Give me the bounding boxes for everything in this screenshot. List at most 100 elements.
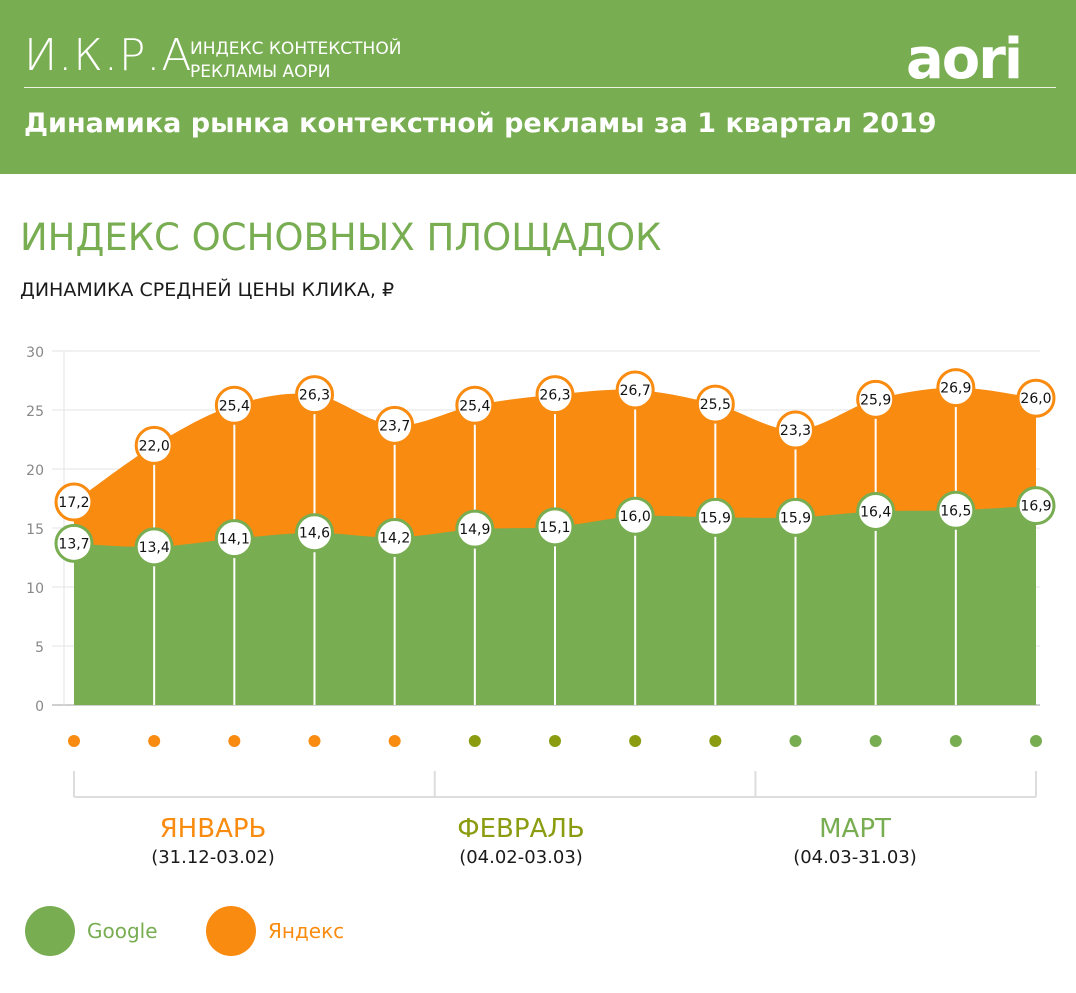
- data-label: 26,3: [299, 388, 330, 404]
- y-tick-label: 0: [35, 699, 44, 715]
- data-label: 16,4: [860, 504, 891, 520]
- data-point-circle: [54, 482, 94, 522]
- week-marker: [68, 735, 80, 747]
- legend-swatch: [25, 906, 75, 956]
- y-axis-ticks: 0 5 10 15 20 25 30: [26, 345, 44, 715]
- month-range: (04.03-31.03): [793, 847, 917, 868]
- data-point-circle: [1016, 486, 1056, 526]
- data-label: 16,0: [620, 509, 651, 525]
- data-label: 14,6: [299, 526, 330, 542]
- data-label: 17,2: [58, 495, 89, 511]
- month-february: ФЕВРАЛЬ (04.02-03.03): [401, 812, 641, 870]
- brand-subtitle: ИНДЕКС КОНТЕКСТНОЙ РЕКЛАМЫ АОРИ: [190, 38, 401, 84]
- data-label: 16,5: [940, 503, 971, 519]
- data-point-circle: [615, 496, 655, 536]
- aori-logo: aori: [906, 27, 1023, 92]
- y-tick-label: 25: [26, 404, 44, 420]
- week-marker: [549, 735, 561, 747]
- data-point-circle: [856, 491, 896, 531]
- y-tick-label: 15: [26, 522, 44, 538]
- header-banner: И.К.Р.А ИНДЕКС КОНТЕКСТНОЙ РЕКЛАМЫ АОРИ …: [0, 0, 1076, 174]
- week-marker: [949, 735, 962, 747]
- data-point-circle: [615, 370, 655, 410]
- week-marker: [789, 735, 802, 747]
- legend-google: Google: [25, 906, 158, 956]
- data-label: 26,9: [940, 381, 971, 397]
- data-label: 23,7: [379, 418, 410, 434]
- legend-label: Яндекс: [268, 919, 345, 943]
- brand-title: И.К.Р.А: [24, 30, 193, 81]
- data-label: 26,7: [620, 383, 651, 399]
- y-tick-label: 30: [26, 345, 44, 361]
- week-markers: [68, 735, 1042, 747]
- data-point-circle: [535, 375, 575, 415]
- legend-yandex: Яндекс: [206, 906, 344, 956]
- data-label: 23,3: [780, 423, 811, 439]
- header-divider: [24, 87, 1056, 88]
- data-point-circle: [455, 509, 495, 549]
- data-label: 14,1: [219, 532, 250, 548]
- brand-subtitle-line-1: ИНДЕКС КОНТЕКСТНОЙ: [190, 39, 402, 59]
- data-point-circle: [375, 517, 415, 557]
- data-label: 25,9: [860, 392, 891, 408]
- week-marker: [629, 735, 642, 747]
- legend-swatch: [206, 906, 256, 956]
- data-point-circle: [695, 497, 735, 537]
- data-point-circle: [535, 507, 575, 547]
- legend-label: Google: [87, 919, 158, 943]
- data-label: 26,3: [539, 388, 570, 404]
- month-range: (31.12-03.02): [151, 847, 275, 868]
- data-point-circle: [134, 425, 174, 465]
- data-label: 16,9: [1020, 499, 1051, 515]
- data-point-circle: [375, 405, 415, 445]
- y-tick-label: 20: [26, 463, 44, 479]
- month-january: ЯНВАРЬ (31.12-03.02): [93, 812, 333, 870]
- data-label: 14,9: [459, 522, 490, 538]
- week-marker: [308, 735, 321, 747]
- data-points: 17,2 22,0 25,4 26,3 23,7 25,4 26,3 26,7 25,5 23,3…: [54, 368, 1056, 567]
- week-marker: [709, 735, 722, 747]
- y-tick-label: 5: [35, 640, 44, 656]
- month-name: ФЕВРАЛЬ: [457, 814, 585, 844]
- data-label: 13,4: [139, 540, 170, 556]
- data-point-circle: [134, 527, 174, 567]
- brand-subtitle-line-2: РЕКЛАМЫ АОРИ: [190, 62, 331, 82]
- data-point-circle: [54, 523, 94, 563]
- data-point-circle: [295, 513, 334, 553]
- data-label: 25,5: [700, 397, 731, 413]
- week-marker: [1030, 735, 1042, 747]
- data-label: 22,0: [139, 438, 170, 454]
- month-march: МАРТ (04.03-31.03): [735, 812, 975, 870]
- data-label: 25,4: [219, 398, 250, 414]
- chart-title: ДИНАМИКА СРЕДНЕЙ ЦЕНЫ КЛИКА, ₽: [20, 279, 395, 301]
- section-title: ИНДЕКС ОСНОВНЫХ ПЛОЩАДОК: [20, 216, 662, 259]
- data-label: 15,1: [539, 520, 570, 536]
- data-point-circle: [214, 385, 254, 425]
- data-point-circle: [455, 385, 495, 425]
- data-point-circle: [295, 375, 334, 415]
- month-name: ЯНВАРЬ: [159, 814, 267, 844]
- data-point-circle: [1016, 378, 1056, 418]
- week-marker: [468, 735, 481, 747]
- data-label: 26,0: [1020, 391, 1051, 407]
- data-point-circle: [695, 384, 735, 424]
- week-marker: [869, 735, 882, 747]
- month-range: (04.02-03.03): [459, 847, 583, 868]
- data-point-circle: [936, 490, 976, 530]
- data-point-circle: [856, 379, 896, 419]
- data-point-circle: [776, 497, 815, 537]
- page-title: Динамика рынка контекстной рекламы за 1 …: [24, 108, 937, 139]
- data-label: 15,9: [780, 510, 811, 526]
- month-name: МАРТ: [819, 814, 891, 844]
- month-brackets: [73, 771, 1037, 798]
- data-point-circle: [936, 368, 976, 408]
- price-chart: 17,2 22,0 25,4 26,3 23,7 25,4 26,3 26,7 25,5 23,3…: [26, 345, 1056, 798]
- data-label: 14,2: [379, 530, 410, 546]
- data-label: 25,4: [459, 398, 490, 414]
- data-point-circle: [214, 519, 254, 559]
- week-marker: [148, 735, 161, 747]
- data-point-circle: [776, 410, 815, 450]
- week-marker: [228, 735, 241, 747]
- data-label: 13,7: [58, 536, 89, 552]
- data-label: 15,9: [700, 510, 731, 526]
